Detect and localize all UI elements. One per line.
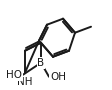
Text: OH: OH (50, 72, 65, 82)
Text: B: B (37, 58, 44, 68)
Text: NH: NH (17, 77, 32, 87)
Text: HO: HO (6, 70, 22, 80)
